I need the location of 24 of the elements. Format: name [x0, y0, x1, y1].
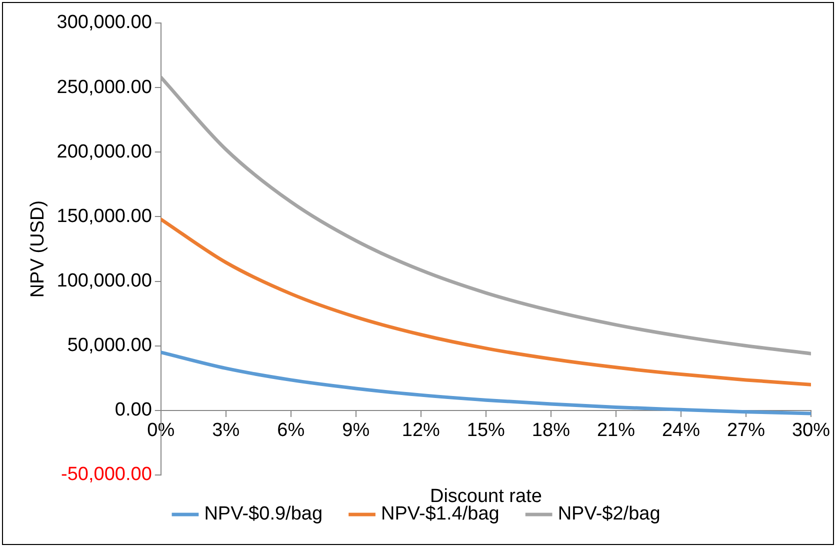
x-tick-label: 12% [402, 420, 440, 442]
y-tick-label: 250,000.00 [56, 76, 152, 98]
y-axis-title: NPV (USD) [28, 200, 49, 298]
y-tick-label: 300,000.00 [56, 12, 152, 34]
y-tick-label: 150,000.00 [56, 206, 152, 227]
legend-label: NPV-$0.9/bag [204, 504, 323, 525]
y-tick-label: -50,000.00 [61, 464, 152, 486]
line-series [160, 75, 811, 356]
line-series [160, 218, 811, 386]
y-tick-label: 200,000.00 [56, 141, 152, 162]
x-tick-label: 21% [596, 420, 636, 442]
x-tick-label: 3% [212, 420, 240, 442]
x-tick-label: 24% [662, 420, 700, 442]
y-tick-label: 100,000.00 [56, 270, 152, 292]
x-tick-label: 18% [532, 420, 570, 442]
x-tick-label: 15% [466, 420, 506, 442]
x-tick-label: 9% [342, 420, 370, 442]
x-tick-label: 6% [277, 420, 305, 442]
x-tick-label: 27% [726, 420, 766, 442]
x-tick-label: 0% [147, 420, 175, 442]
y-tick-label: 0.00 [114, 400, 152, 421]
legend-label: NPV-$2/bag [558, 504, 660, 525]
y-tick-label: 50,000.00 [67, 335, 152, 356]
x-tick-label: 30% [792, 420, 830, 442]
